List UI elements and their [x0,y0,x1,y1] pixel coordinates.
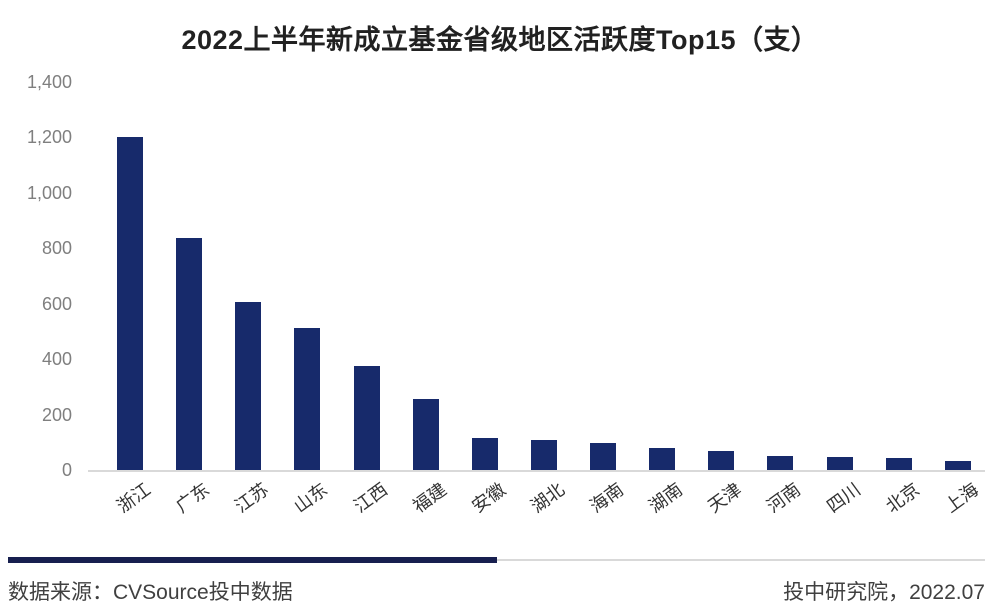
x-tick-label-四川: 四川 [822,479,864,517]
footer-divider-navy-line [8,557,497,563]
y-axis: 0 200 400 600 800 1,000 1,200 1,400 [0,72,78,480]
x-tick-label-广东: 广东 [172,479,214,517]
x-axis-labels: 浙江 广东 江苏 山东 江西 福建 安徽 湖北 海南 湖南 天津 河南 四川 北京 上海 [88,476,985,552]
bar-四川 [826,456,853,470]
y-tick-label-400: 400 [41,349,72,370]
chart-title: 2022上半年新成立基金省级地区活跃度Top15（支） [181,25,819,55]
bar-湖南 [649,447,676,470]
x-tick-label-海南: 海南 [586,479,628,517]
bar-广东 [176,238,203,470]
data-source-text: 数据来源：CVSource投中数据 [8,581,293,604]
y-tick-label-1400: 1,400 [26,72,72,92]
bar-安徽 [471,438,498,470]
footer: 数据来源：CVSource投中数据 投中研究院，2022.07 [8,557,985,606]
bar-天津 [708,450,735,470]
bar-海南 [590,442,617,470]
x-tick-label-江西: 江西 [349,479,391,517]
y-tick-label-200: 200 [41,404,72,425]
bar-江西 [353,366,380,470]
bar-浙江 [117,137,143,470]
bar-上海 [944,461,971,470]
x-tick-label-湖北: 湖北 [527,479,569,517]
x-tick-label-江苏: 江苏 [231,479,273,517]
bar-湖北 [530,440,557,470]
y-tick-label-600: 600 [41,293,72,314]
credit-text: 投中研究院，2022.07 [783,581,985,604]
x-tick-label-北京: 北京 [881,479,923,517]
x-tick-label-天津: 天津 [704,479,746,517]
bar-福建 [412,398,439,470]
bar-江苏 [235,302,262,470]
x-tick-label-湖南: 湖南 [645,479,687,517]
x-tick-label-山东: 山东 [290,479,332,517]
x-tick-label-上海: 上海 [941,479,982,517]
x-tick-label-浙江: 浙江 [113,479,155,517]
plot-area [88,82,985,472]
bar-山东 [294,327,321,470]
y-tick-label-1000: 1,000 [26,182,72,203]
x-tick-label-安徽: 安徽 [468,479,509,517]
y-tick-label-1200: 1,200 [26,127,72,148]
y-tick-label-800: 800 [41,238,72,259]
bar-北京 [885,457,912,470]
x-tick-label-河南: 河南 [763,479,805,517]
bar-河南 [767,455,794,470]
x-tick-label-福建: 福建 [408,479,450,517]
footer-divider [8,557,985,563]
footer-divider-gray-line [10,559,985,561]
y-tick-label-0: 0 [61,460,72,480]
